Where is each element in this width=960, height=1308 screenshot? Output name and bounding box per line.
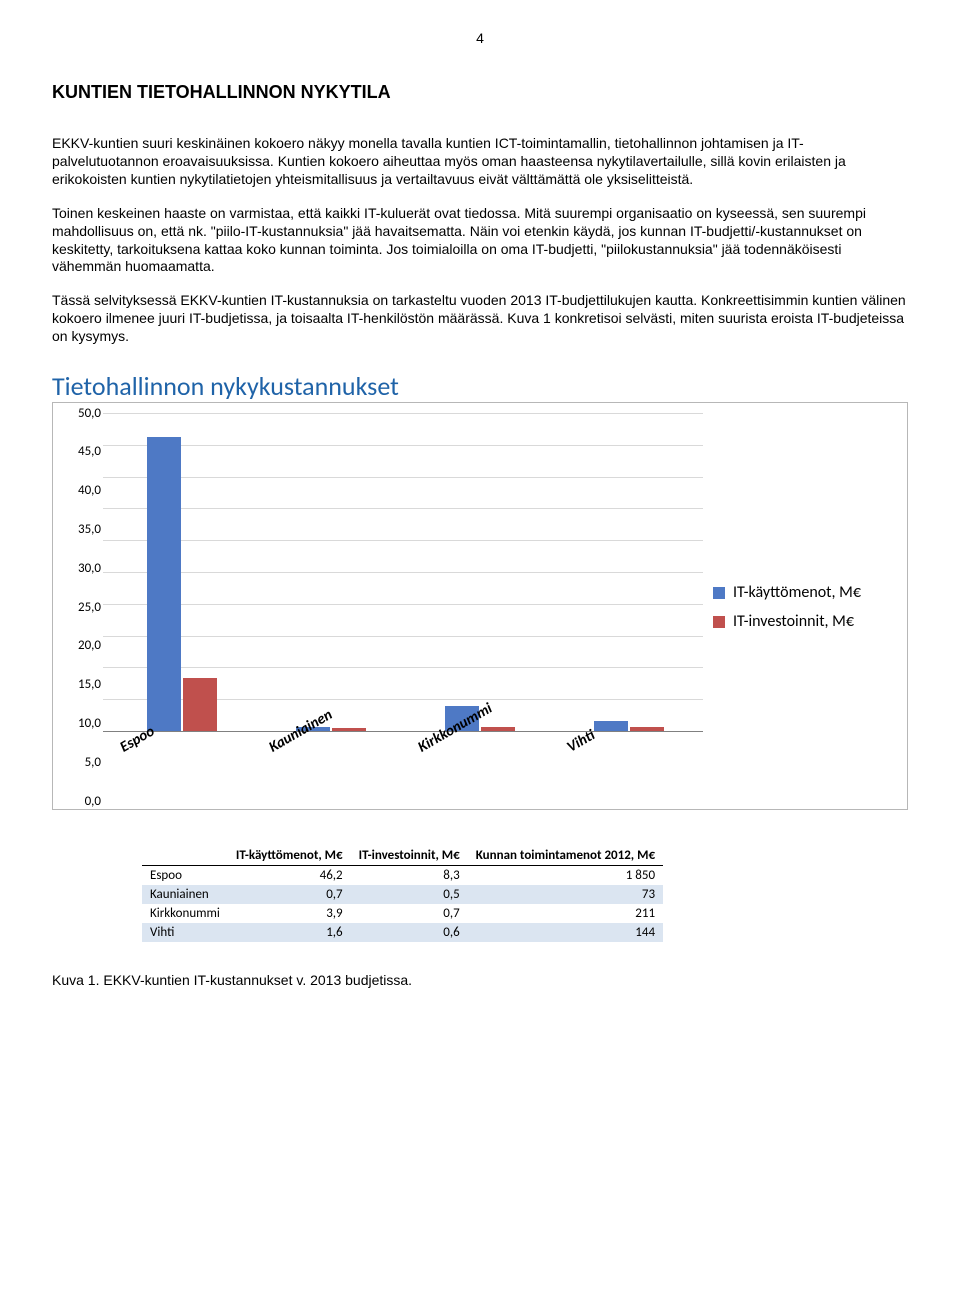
- table-row: Kirkkonummi3,90,7211: [142, 904, 663, 923]
- table-header-cell: IT-käyttömenot, M€: [228, 846, 351, 866]
- x-tick-label-wrap: Espoo: [107, 731, 256, 801]
- table-header-cell: Kunnan toimintamenot 2012, M€: [468, 846, 663, 866]
- legend-swatch: [713, 587, 725, 599]
- table-cell-label: Kirkkonummi: [142, 904, 228, 923]
- paragraph-1: EKKV-kuntien suuri keskinäinen kokoero n…: [52, 135, 908, 189]
- table-cell-value: 46,2: [228, 866, 351, 886]
- table-header-cell: IT-investoinnit, M€: [351, 846, 468, 866]
- table-cell-value: 3,9: [228, 904, 351, 923]
- paragraph-2: Toinen keskeinen haaste on varmistaa, et…: [52, 205, 908, 277]
- table-header-cell: [142, 846, 228, 866]
- page-container: 4 KUNTIEN TIETOHALLINNON NYKYTILA EKKV-k…: [0, 0, 960, 1308]
- chart-region: Tietohallinnon nykykustannukset 50,045,0…: [52, 370, 908, 810]
- table-cell-value: 0,5: [351, 885, 468, 904]
- bar: [147, 437, 181, 731]
- page-number: 4: [52, 30, 908, 46]
- bar: [183, 678, 217, 731]
- paragraph-3: Tässä selvityksessä EKKV-kuntien IT-kust…: [52, 292, 908, 346]
- table-cell-value: 0,7: [351, 904, 468, 923]
- section-heading: KUNTIEN TIETOHALLINNON NYKYTILA: [52, 82, 908, 103]
- table-header-row: IT-käyttömenot, M€IT-investoinnit, M€Kun…: [142, 846, 663, 866]
- x-tick-label: Vihti: [564, 727, 598, 757]
- bar-group: [405, 413, 554, 731]
- table-cell-value: 0,6: [351, 923, 468, 942]
- table-row: Vihti1,60,6144: [142, 923, 663, 942]
- table-cell-value: 1 850: [468, 866, 663, 886]
- table-cell-value: 0,7: [228, 885, 351, 904]
- data-table: IT-käyttömenot, M€IT-investoinnit, M€Kun…: [142, 846, 663, 942]
- table-cell-value: 1,6: [228, 923, 351, 942]
- legend-label: IT-käyttömenot, M€: [733, 583, 861, 602]
- figure-caption: Kuva 1. EKKV-kuntien IT-kustannukset v. …: [52, 972, 908, 988]
- chart-box: 50,045,040,035,030,025,020,015,010,05,00…: [52, 402, 908, 810]
- bar-group: [554, 413, 703, 731]
- x-tick-label-wrap: Kauniainen: [256, 731, 405, 801]
- chart-y-axis: 50,045,040,035,030,025,020,015,010,05,00…: [53, 413, 101, 801]
- table-cell-value: 211: [468, 904, 663, 923]
- table-row: Espoo46,28,31 850: [142, 866, 663, 886]
- table-cell-label: Espoo: [142, 866, 228, 886]
- legend-label: IT-investoinnit, M€: [733, 612, 854, 631]
- table-cell-label: Vihti: [142, 923, 228, 942]
- legend-item: IT-investoinnit, M€: [713, 612, 893, 631]
- chart-bars-layer: [107, 413, 703, 731]
- table-cell-value: 73: [468, 885, 663, 904]
- chart-x-labels: EspooKauniainenKirkkonummiVihti: [107, 731, 703, 801]
- bar-group: [107, 413, 256, 731]
- bar: [594, 721, 628, 731]
- legend-item: IT-käyttömenot, M€: [713, 583, 893, 602]
- chart-grid-area: [107, 413, 703, 731]
- table-cell-value: 144: [468, 923, 663, 942]
- legend-swatch: [713, 616, 725, 628]
- chart-legend: IT-käyttömenot, M€ IT-investoinnit, M€: [703, 413, 893, 801]
- table-cell-value: 8,3: [351, 866, 468, 886]
- chart-title: Tietohallinnon nykykustannukset: [52, 370, 908, 402]
- chart-plot-column: EspooKauniainenKirkkonummiVihti: [101, 413, 703, 801]
- x-tick-label-wrap: Vihti: [554, 731, 703, 801]
- bar-group: [256, 413, 405, 731]
- table-cell-label: Kauniainen: [142, 885, 228, 904]
- table-row: Kauniainen0,70,573: [142, 885, 663, 904]
- x-tick-label-wrap: Kirkkonummi: [405, 731, 554, 801]
